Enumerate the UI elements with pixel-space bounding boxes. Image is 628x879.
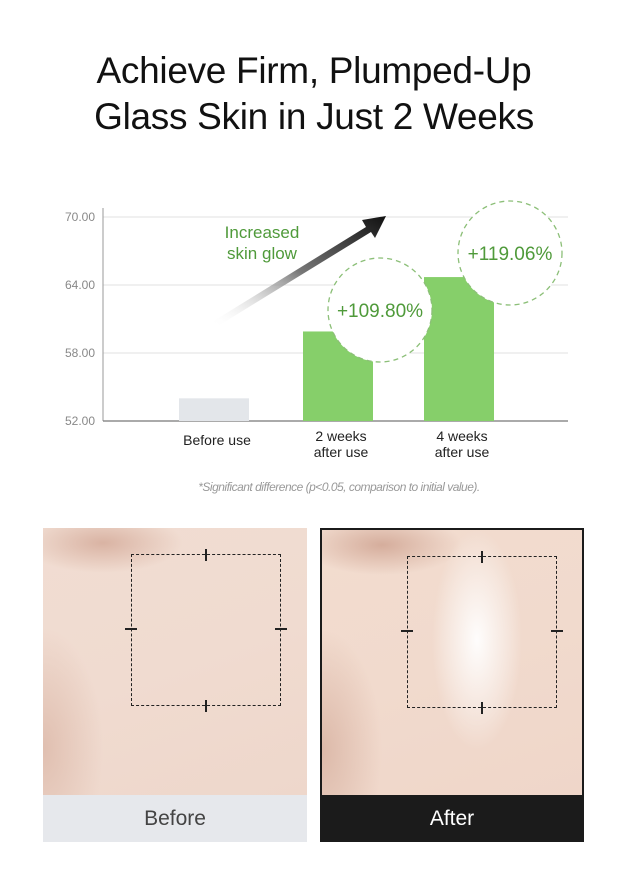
annotation-label: +119.06% [468, 244, 553, 265]
bar [179, 398, 249, 421]
focus-frame [125, 549, 287, 712]
page-title: Achieve Firm, Plumped-Up Glass Skin in J… [0, 48, 628, 140]
footnote: *Significant difference (p<0.05, compari… [198, 480, 480, 494]
x-tick-label: 2 weeks [315, 428, 366, 444]
y-tick-label: 58.00 [65, 346, 95, 360]
trend-label: Increased [225, 223, 300, 242]
annotation-label: +109.80% [337, 301, 423, 322]
after-skin-photo [322, 530, 582, 797]
title-line-1: Achieve Firm, Plumped-Up [96, 50, 532, 91]
y-tick-label: 64.00 [65, 278, 95, 292]
trend-arrow-icon [212, 216, 386, 326]
x-tick-label: after use [314, 444, 369, 460]
after-label: After [322, 795, 582, 840]
x-tick-label: 4 weeks [436, 428, 487, 444]
before-panel: Before [43, 528, 307, 842]
x-tick-label: Before use [183, 432, 251, 448]
x-tick-label: after use [435, 444, 490, 460]
annotation-circle [457, 200, 563, 306]
focus-frame [401, 551, 563, 714]
trend-label: skin glow [227, 244, 298, 263]
after-panel: After [320, 528, 584, 842]
y-tick-label: 70.00 [65, 210, 95, 224]
y-tick-label: 52.00 [65, 414, 95, 428]
bar [424, 277, 494, 421]
before-label: Before [43, 795, 307, 842]
before-skin-photo [43, 528, 307, 795]
annotation-circle [327, 257, 433, 363]
title-line-2: Glass Skin in Just 2 Weeks [94, 96, 534, 137]
